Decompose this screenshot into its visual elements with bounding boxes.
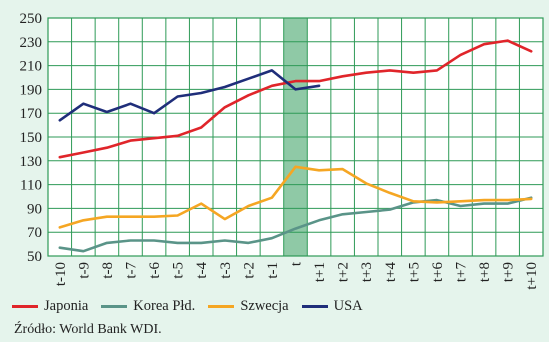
legend-label: Korea Płd. [133, 298, 196, 314]
legend-label: Japonia [44, 298, 89, 314]
x-tick-label: t-4 [194, 262, 210, 279]
x-tick-label: t+7 [454, 262, 470, 283]
legend-swatch [12, 305, 38, 308]
x-tick-label: t [289, 261, 305, 266]
series-line-usa [58, 69, 321, 122]
x-tick-label: t+9 [501, 262, 517, 282]
x-tick-label: t+1 [312, 262, 328, 282]
x-tick-label: t-1 [265, 262, 281, 279]
x-tick-label: t-3 [218, 262, 234, 279]
y-tick-label: 170 [20, 106, 43, 122]
x-tick-label: t-2 [241, 262, 257, 279]
legend-label: Szwecja [240, 298, 289, 314]
x-tick-label: t-9 [76, 262, 92, 279]
series-lines [58, 39, 533, 253]
x-tick-label: t+3 [359, 262, 375, 282]
y-tick-label: 90 [27, 201, 42, 217]
x-tick-label: t+10 [524, 262, 540, 290]
legend: Japonia Korea Płd. Szwecja USA [12, 298, 376, 315]
legend-swatch [208, 305, 235, 308]
legend-swatch [101, 305, 128, 308]
x-tick-label: t-8 [100, 262, 116, 279]
legend-swatch [301, 305, 328, 308]
plot-frame [47, 17, 544, 257]
series-line-japonia [58, 39, 533, 159]
x-tick-label: t+6 [430, 262, 446, 283]
x-tick-label: t-7 [124, 262, 140, 279]
y-tick-label: 110 [20, 178, 42, 194]
source-note: Źródło: World Bank WDI. [14, 322, 162, 337]
x-axis-ticks: t-10 t-9 t-8 t-7 t-6 t-5 t-4 t-3 t-2 t-1 t t+1 t+2 t+… [53, 261, 540, 289]
y-tick-label: 150 [20, 130, 43, 146]
x-tick-label: t+2 [336, 262, 352, 282]
x-tick-label: t-5 [171, 262, 187, 279]
y-tick-label: 50 [27, 249, 42, 265]
series-line-szwecja [58, 165, 533, 229]
x-tick-label: t+4 [383, 262, 399, 283]
y-axis-ticks: 50 70 90 110 130 150 170 190 210 230 250 [20, 11, 43, 265]
y-tick-label: 250 [20, 11, 43, 27]
x-tick-label: t-10 [53, 262, 69, 286]
legend-label: USA [333, 298, 363, 314]
y-tick-label: 70 [27, 225, 42, 241]
x-tick-label: t+5 [406, 262, 422, 282]
series-line-korea-p-d- [58, 196, 533, 253]
y-tick-label: 130 [20, 154, 43, 170]
legend-item-korea: Korea Płd. [101, 298, 195, 315]
legend-item-szwecja: Szwecja [208, 298, 289, 315]
x-tick-label: t-6 [147, 262, 163, 279]
y-tick-label: 230 [20, 35, 43, 51]
y-tick-label: 190 [20, 82, 43, 98]
x-tick-label: t+8 [477, 262, 493, 282]
y-tick-label: 210 [20, 59, 43, 75]
legend-item-usa: USA [301, 298, 363, 315]
legend-item-japonia: Japonia [12, 298, 88, 315]
